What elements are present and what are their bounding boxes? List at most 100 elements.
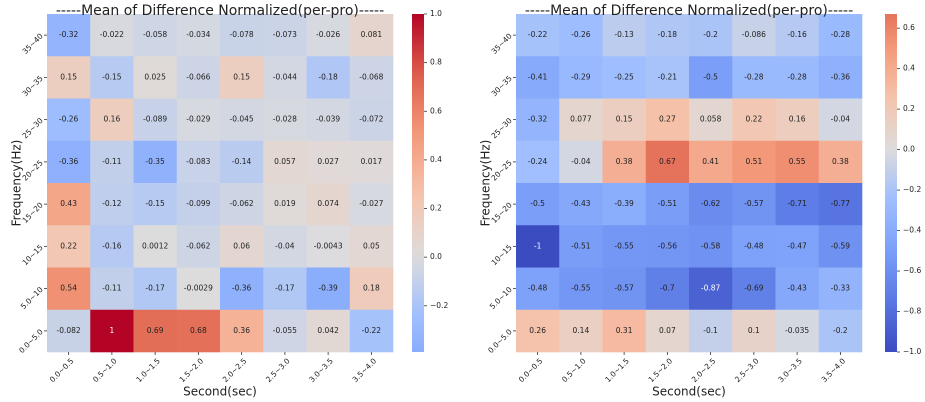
cell — [516, 267, 560, 311]
cell-label: 0.074 — [317, 199, 339, 208]
cell — [645, 140, 690, 184]
cell — [90, 56, 134, 99]
cell-label: -0.32 — [59, 30, 79, 39]
cell-label: -0.5 — [530, 199, 545, 208]
cell — [689, 225, 733, 268]
cell-label: -0.2 — [703, 30, 718, 39]
cell-label: 0.058 — [700, 115, 722, 124]
cell — [306, 267, 351, 311]
cell — [133, 98, 178, 142]
colorbar-tick-label: 0.2 — [903, 104, 915, 113]
cell-label: -0.034 — [186, 30, 210, 39]
cell — [818, 98, 863, 142]
cell-label: -0.28 — [787, 72, 807, 81]
cell — [516, 14, 560, 57]
cell — [306, 14, 351, 57]
cell — [176, 183, 221, 226]
cell-label: -0.14 — [232, 157, 252, 166]
cell — [732, 225, 776, 268]
cell — [602, 225, 647, 268]
cell — [47, 309, 91, 353]
x-tick-label: 3.0~3.5 — [307, 356, 335, 384]
cell — [306, 309, 351, 353]
cell — [263, 309, 307, 353]
cell-label: 0.16 — [789, 115, 806, 124]
cell-label: -0.29 — [571, 72, 591, 81]
cell-label: 0.15 — [60, 72, 77, 81]
y-tick-label: 0.0~5.0 — [17, 327, 45, 355]
y-tick-label: 5.0~10 — [488, 285, 514, 311]
cell-label: 0.38 — [616, 157, 633, 166]
cell-label: 0.26 — [529, 326, 546, 335]
cell-label: -0.39 — [614, 199, 634, 208]
cell-label: -0.04 — [831, 115, 851, 124]
cell — [645, 98, 690, 142]
cell — [349, 140, 394, 184]
cell — [645, 56, 690, 99]
cell-label: -0.48 — [744, 241, 764, 250]
colorbar-tick-label: 0.0 — [430, 252, 442, 261]
cell-label: -0.082 — [57, 326, 81, 335]
y-tick-label: 30~35 — [490, 74, 514, 98]
x-tick-label: 0.5~1.0 — [560, 356, 588, 384]
cell-label: -0.36 — [232, 284, 252, 293]
cell — [645, 309, 690, 353]
cell-label: -0.25 — [614, 72, 634, 81]
chart-title: -----Mean of Difference Normalized(per-p… — [56, 3, 384, 19]
cell-label: -0.51 — [658, 199, 678, 208]
cell — [47, 14, 91, 57]
cell — [176, 98, 221, 142]
cell — [818, 267, 863, 311]
cell — [263, 225, 307, 268]
cell-label: -0.0043 — [314, 241, 343, 250]
x-tick-label: 2.5~3.0 — [733, 356, 761, 384]
x-tick-label: 2.0~2.5 — [221, 356, 249, 384]
x-tick-label: 0.0~0.5 — [517, 356, 545, 384]
cell — [306, 98, 351, 142]
cell — [90, 183, 134, 226]
cell — [775, 98, 820, 142]
chart-title: -----Mean of Difference Normalized(per-p… — [525, 3, 853, 19]
x-axis-label: Second(sec) — [652, 385, 726, 399]
cell — [516, 225, 560, 268]
cell — [133, 183, 178, 226]
cell — [220, 267, 264, 311]
cell-label: 0.22 — [746, 115, 763, 124]
cell — [559, 140, 603, 184]
cell-label: -0.47 — [787, 241, 807, 250]
cell-label: -0.028 — [273, 115, 297, 124]
cell-label: 0.019 — [274, 199, 296, 208]
x-tick-label: 1.5~2.0 — [647, 356, 675, 384]
cell — [818, 309, 863, 353]
cell — [516, 98, 560, 142]
cell-label: -0.15 — [102, 72, 122, 81]
cell-label: -0.21 — [658, 72, 678, 81]
cell-label: -0.87 — [701, 284, 721, 293]
heatmap-panel: -0.32 -0.022 -0.058 -0.034 -0.078 -0.073 -0.02… — [10, 3, 449, 399]
cell — [732, 309, 776, 353]
cell-label: 0.1 — [748, 326, 760, 335]
x-tick-label: 1.5~2.0 — [178, 356, 206, 384]
x-tick-label: 2.0~2.5 — [690, 356, 718, 384]
y-tick-label: 30~35 — [21, 74, 45, 98]
cell — [818, 140, 863, 184]
y-tick-label: 5.0~10 — [19, 285, 45, 311]
cell-label: 0.54 — [60, 284, 77, 293]
cell — [133, 140, 178, 184]
cell — [306, 56, 351, 99]
cell — [176, 309, 221, 353]
cell-label: -0.26 — [571, 30, 591, 39]
cell-label: -0.39 — [318, 284, 338, 293]
cell — [133, 225, 178, 268]
colorbar-tick-label: −0.2 — [903, 185, 921, 194]
cell-label: 0.43 — [60, 199, 77, 208]
cell — [176, 267, 221, 311]
cell-label: 0.18 — [363, 284, 380, 293]
colorbar-tick-label: 0.4 — [430, 155, 442, 164]
cell-label: -0.04 — [275, 241, 295, 250]
cell-label: 0.027 — [317, 157, 339, 166]
cell — [602, 309, 647, 353]
cell-label: -0.16 — [102, 241, 122, 250]
cell-label: 0.07 — [659, 326, 676, 335]
cell — [645, 183, 690, 226]
